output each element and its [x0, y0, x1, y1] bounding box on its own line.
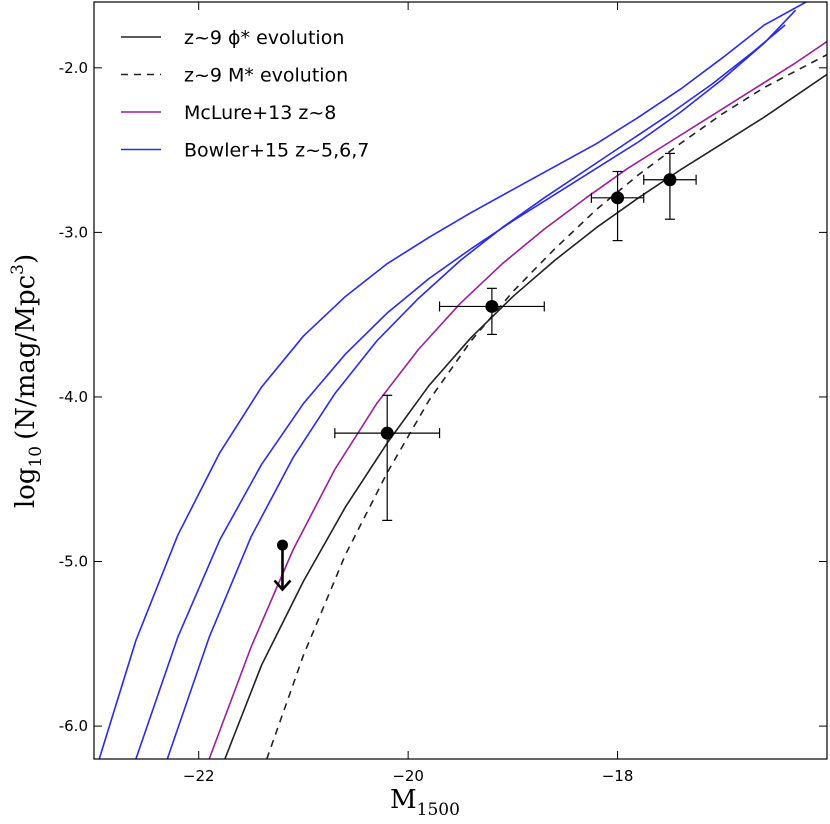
- data-point: [380, 426, 394, 440]
- plot-frame: [93, 1, 828, 760]
- x-axis-label: M1500: [390, 785, 460, 820]
- legend-label: Bowler+15 z~5,6,7: [184, 140, 369, 162]
- y-tick-label: -2.0: [59, 59, 88, 77]
- y-axis-label: log10(N/mag/Mpc3): [8, 254, 46, 508]
- ticks-layer: −22 −20 −18 -2.0 -3.0 -4.0 -5.0 -6.0: [59, 2, 827, 785]
- y-tick-label: -6.0: [59, 717, 88, 735]
- legend: z~9 ϕ* evolution z~9 M* evolution McLure+1…: [121, 27, 369, 162]
- upper-limit-arrow-head: [273, 579, 292, 592]
- curve-bowler-15-z-5: [98, 2, 807, 759]
- legend-label: z~9 ϕ* evolution: [184, 27, 344, 49]
- curve-mclure-13-z-8: [208, 40, 827, 759]
- legend-label: McLure+13 z~8: [184, 102, 336, 124]
- data-point: [663, 173, 677, 187]
- upper-limit-point: [276, 539, 288, 551]
- y-tick-label: -5.0: [59, 553, 88, 571]
- y-tick-label: -4.0: [59, 388, 88, 406]
- curves-layer: [98, 2, 827, 759]
- y-tick-label: -3.0: [59, 223, 88, 241]
- curve-z-9-m-evolution: [266, 53, 827, 759]
- legend-label: z~9 M* evolution: [184, 65, 348, 87]
- curve-bowler-15-z-6: [135, 9, 797, 759]
- plot-background: [94, 2, 827, 759]
- x-tick-label: −20: [392, 767, 424, 785]
- data-point: [485, 299, 499, 313]
- data-points-layer: [273, 152, 697, 592]
- x-tick-label: −22: [183, 767, 215, 785]
- data-point: [611, 191, 625, 205]
- curve-z-9-phi-evolution: [224, 73, 827, 759]
- curve-bowler-15-z-7: [166, 24, 786, 759]
- x-tick-label: −18: [602, 767, 634, 785]
